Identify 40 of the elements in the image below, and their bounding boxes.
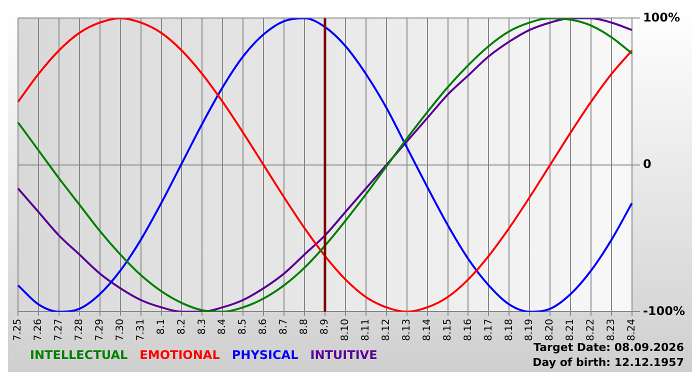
x-tick-label: 8.21 [565,318,576,341]
x-tick-label: 8.18 [504,318,515,341]
x-tick-label: 8.17 [483,318,494,341]
text: PHYSICAL [232,348,299,362]
x-tick-label: 8.1 [156,318,167,335]
x-tick-label: 8.20 [544,318,556,341]
y-tick-label: 100% [642,10,680,24]
y-tick-label: 0 [642,157,652,172]
x-tick-label: 8.24 [626,318,638,341]
y-tick-label: -100% [642,304,686,318]
x-tick-label: 8.2 [176,318,188,335]
x-tick-label: 7.31 [135,318,146,341]
x-tick-label: 8.5 [238,318,249,335]
x-tick-label: 8.13 [401,318,412,341]
text: INTUITIVE [310,348,378,362]
x-tick-label: 8.14 [422,318,433,341]
x-tick-label: 7.29 [94,318,106,341]
x-tick-label: 8.15 [442,318,454,341]
x-tick-label: 7.30 [114,318,126,341]
x-tick-label: 8.6 [258,318,270,335]
x-tick-label: 8.11 [360,318,372,341]
x-tick-label: 8.19 [524,318,536,341]
x-tick-label: 8.8 [299,318,310,335]
x-tick-label: 8.22 [586,318,597,341]
x-tick-label: 8.4 [217,318,228,335]
x-tick-label: 8.23 [606,318,618,341]
text: INTELLECTUAL [30,348,128,362]
x-tick-label: 7.28 [74,318,85,341]
x-tick-label: 7.26 [33,318,44,341]
x-tick-label: 8.16 [462,318,474,341]
x-tick-label: 7.27 [54,318,65,341]
text: EMOTIONAL [140,348,220,362]
text: Target Date: 08.09.2026 [534,341,684,354]
x-tick-label: 8.3 [196,318,208,335]
x-tick-label: 7.25 [12,318,24,341]
x-tick-label: 8.9 [320,318,331,335]
x-tick-label: 8.12 [380,318,392,341]
text: Day of birth: 12.12.1957 [532,356,684,369]
x-tick-label: 8.7 [278,318,290,335]
x-tick-label: 8.10 [340,318,352,341]
